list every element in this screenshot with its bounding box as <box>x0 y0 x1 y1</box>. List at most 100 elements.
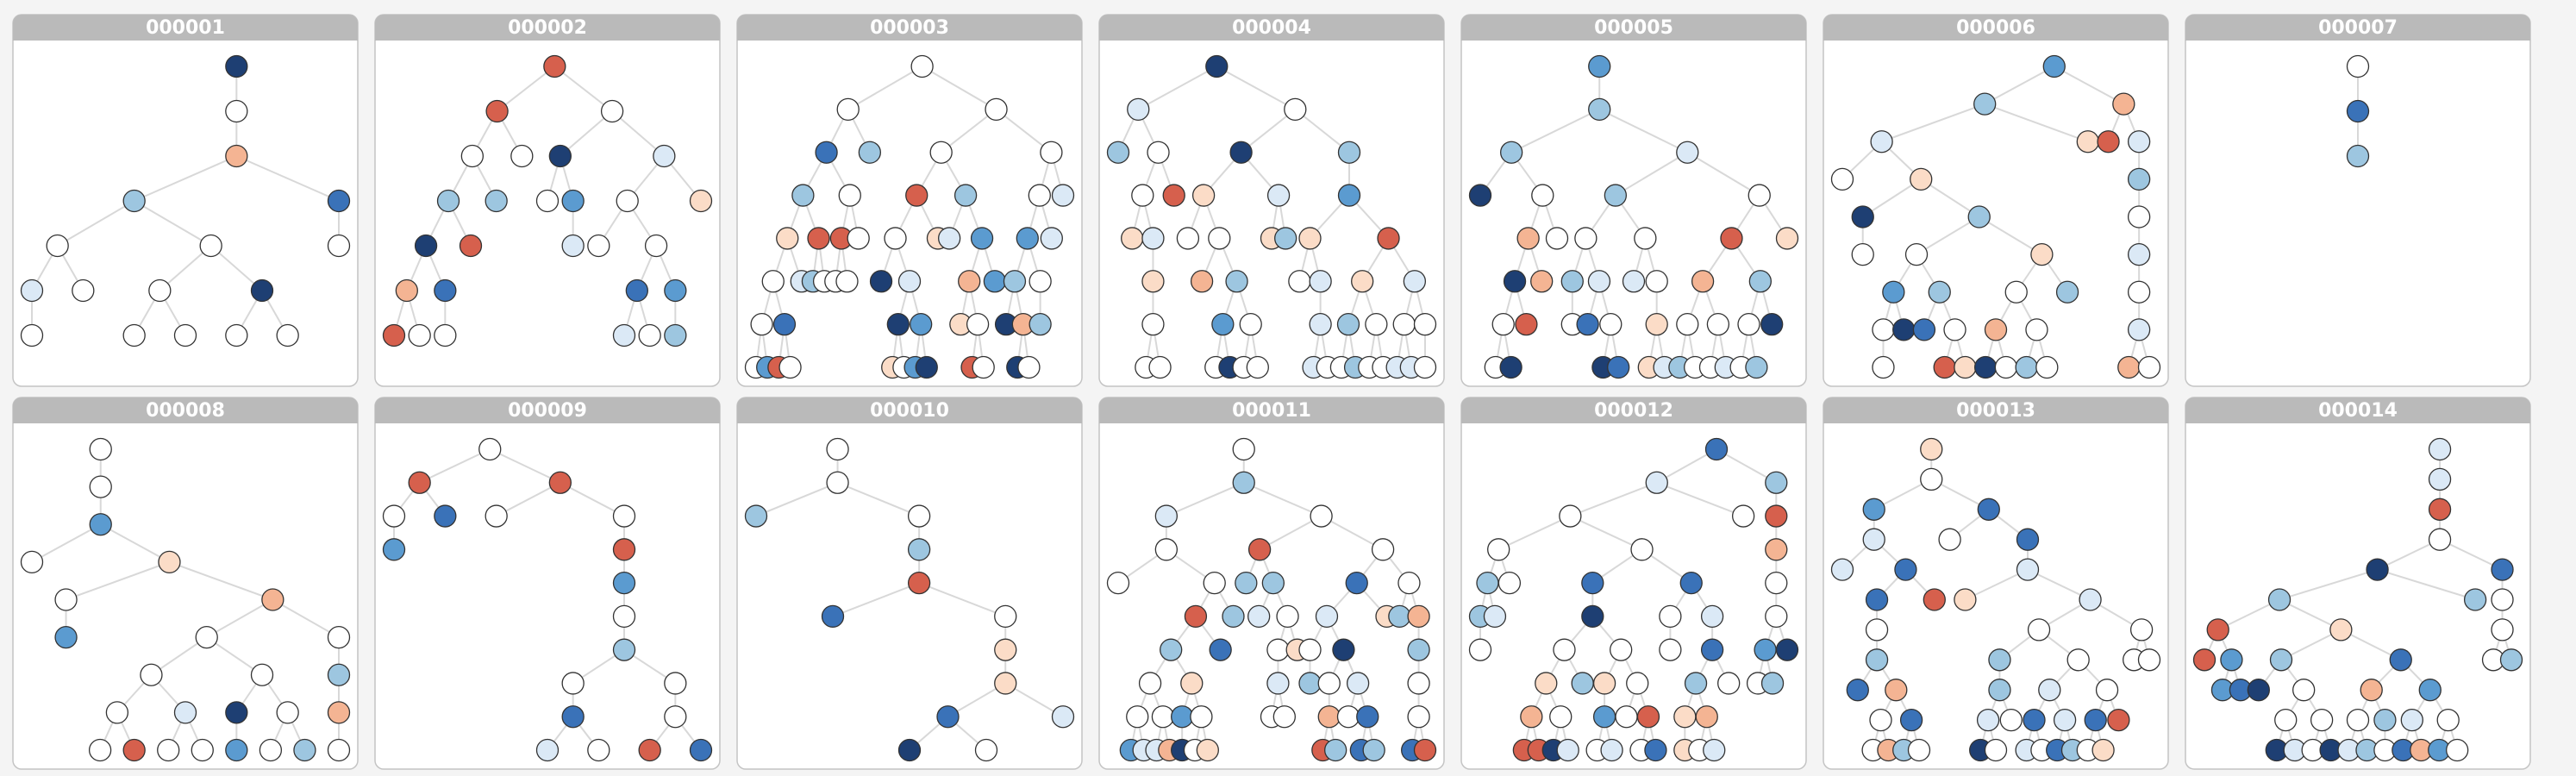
tree-node <box>1679 571 1703 595</box>
tree-node <box>2127 167 2151 191</box>
tree-node <box>1515 312 1538 336</box>
tree-edge <box>31 523 102 563</box>
tree-node <box>985 97 1008 122</box>
tree-node <box>1397 571 1421 595</box>
tree-node <box>1967 205 1991 228</box>
tree-node <box>1413 312 1437 336</box>
tree-node <box>434 504 457 528</box>
tree-node <box>2127 130 2151 153</box>
tree-node <box>1659 604 1682 629</box>
tree-edge <box>1656 448 1717 484</box>
tree-node <box>225 701 248 724</box>
tree-node <box>1239 312 1262 336</box>
tree-node <box>225 323 248 347</box>
tree-edge <box>1294 109 1350 153</box>
tree-node <box>327 701 351 724</box>
tree-node <box>1351 270 1374 293</box>
panel: 000012 <box>1460 397 1807 770</box>
tree-edge <box>755 481 838 517</box>
tree-node <box>1272 705 1296 729</box>
tree-node <box>561 189 585 213</box>
tree-node <box>2346 144 2370 168</box>
tree-edge <box>1137 66 1217 110</box>
tree-node <box>1610 638 1633 661</box>
tree-node <box>1407 604 1430 629</box>
tree-node <box>587 738 610 762</box>
tree-nodes <box>2192 437 2523 762</box>
tree-node <box>1588 97 1611 122</box>
tree-node <box>937 227 961 250</box>
tree-node <box>1571 672 1594 695</box>
tree-node <box>1261 571 1285 595</box>
tree-node <box>1298 638 1322 661</box>
tree-node <box>173 323 197 347</box>
tree-node <box>327 663 351 686</box>
tree-node <box>436 189 460 213</box>
tree-node <box>561 705 585 729</box>
tree-edge <box>1497 515 1571 551</box>
tree-node <box>535 738 560 762</box>
panel-title: 000003 <box>870 17 949 39</box>
tree-edge <box>1569 515 1642 551</box>
tree-node <box>2206 618 2229 641</box>
tree-node <box>664 278 687 303</box>
tree-node <box>1644 738 1667 762</box>
tree-node <box>105 701 129 724</box>
tree-node <box>1190 270 1214 293</box>
tree-node <box>2400 708 2423 732</box>
tree-node <box>1973 92 1997 116</box>
tree-node <box>1516 227 1540 250</box>
tree-node <box>953 184 978 207</box>
tree-node <box>1954 355 1977 379</box>
tree-node <box>1765 471 1788 494</box>
tree-node <box>2389 648 2412 672</box>
tree-nodes <box>2346 54 2370 168</box>
tree-node <box>905 184 928 207</box>
tree-node <box>1626 672 1649 695</box>
panel: 000001 <box>12 14 359 387</box>
tree-node <box>1634 227 1657 250</box>
tree-node <box>2016 528 2040 551</box>
tree-node <box>2463 588 2487 611</box>
tree-edge <box>1240 109 1296 153</box>
tree-node <box>225 54 248 78</box>
tree-node <box>1203 571 1226 595</box>
tree-node <box>907 504 931 528</box>
tree-node <box>20 550 44 574</box>
tree-node <box>2129 618 2154 641</box>
tree-node <box>1309 312 1332 336</box>
tree-node <box>434 278 457 303</box>
tree-node <box>994 638 1017 661</box>
tree-node <box>408 471 431 494</box>
tree-node <box>897 738 922 762</box>
tree-node <box>761 270 785 293</box>
tree-node <box>1700 604 1724 629</box>
tree-node <box>689 738 713 762</box>
tree-nodes <box>382 54 713 347</box>
tree-node <box>972 355 995 379</box>
tree-node <box>1232 437 1255 461</box>
tree-node <box>2192 648 2216 672</box>
panel: 000005 <box>1460 14 1807 387</box>
tree-node <box>543 54 566 78</box>
tree-node <box>2027 618 2051 641</box>
tree-node <box>1904 242 1929 266</box>
panel-title: 000004 <box>1232 17 1311 39</box>
tree-node <box>1636 705 1660 729</box>
tree-node <box>1851 205 1874 228</box>
tree-node <box>983 270 1007 293</box>
panel-title: 000006 <box>1956 17 2035 39</box>
tree-node <box>744 504 768 528</box>
tree-node <box>1403 270 1427 293</box>
tree-node <box>1324 738 1347 762</box>
panel-header <box>13 30 358 41</box>
tree-node <box>1599 312 1623 336</box>
tree-node <box>1365 312 1388 336</box>
panel: 000003 <box>736 14 1083 387</box>
tree-node <box>1933 355 1956 379</box>
tree-node <box>2091 738 2115 762</box>
tree-node <box>1345 571 1368 595</box>
tree-node <box>1356 705 1379 729</box>
tree-node <box>561 234 585 258</box>
